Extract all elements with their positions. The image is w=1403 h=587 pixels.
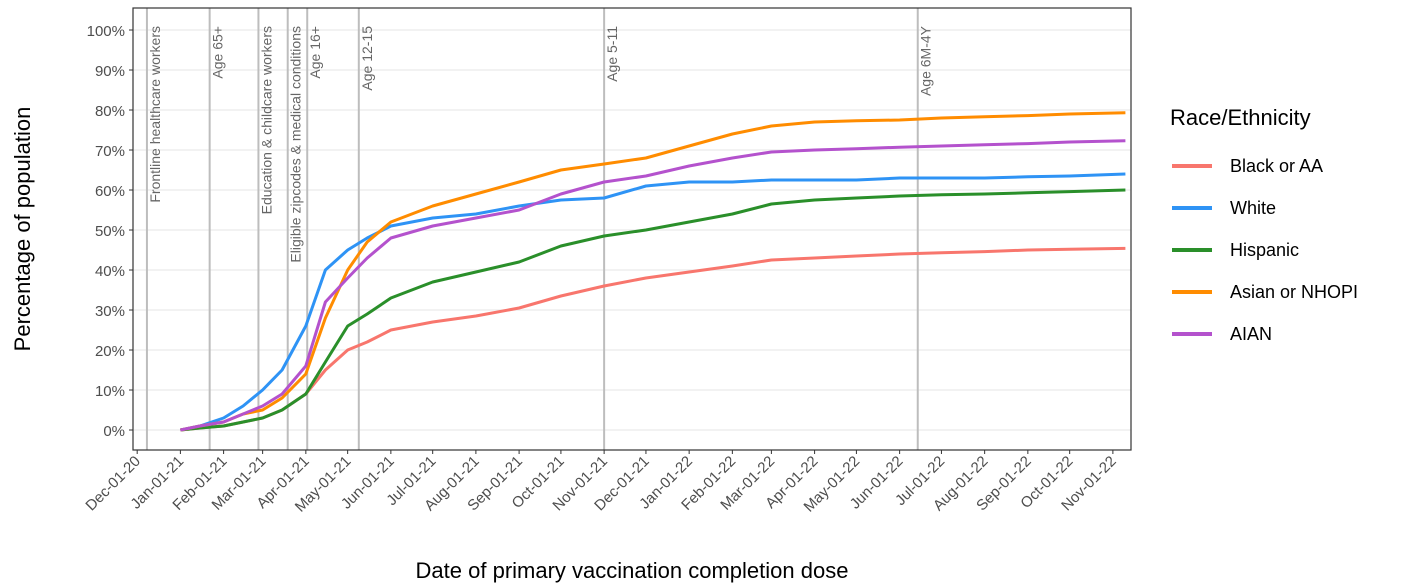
y-tick-label: 40%	[95, 263, 125, 280]
series-line	[180, 188, 1126, 432]
legend-label: Black or AA	[1230, 156, 1323, 176]
y-tick-label: 100%	[87, 23, 125, 40]
annotation-label: Age 16+	[307, 26, 323, 79]
annotation-label: Age 12-15	[359, 26, 375, 91]
y-tick-label: 0%	[103, 423, 125, 440]
y-tick-label: 70%	[95, 143, 125, 160]
annotation-label: Age 6M-4Y	[918, 25, 934, 96]
y-axis-title: Percentage of population	[10, 107, 35, 352]
y-tick-label: 10%	[95, 383, 125, 400]
legend-label: Asian or NHOPI	[1230, 282, 1358, 302]
annotation-label: Age 5-11	[604, 26, 620, 82]
annotation-label: Age 65+	[210, 26, 226, 79]
y-tick-label: 60%	[95, 183, 125, 200]
y-tick-label: 80%	[95, 103, 125, 120]
x-axis-title: Date of primary vaccination completion d…	[416, 558, 849, 583]
plot-background	[133, 8, 1131, 450]
y-tick-label: 20%	[95, 343, 125, 360]
annotation-label: Eligible zipcodes & medical conditions	[288, 26, 304, 263]
annotation-label: Frontline healthcare workers	[147, 26, 163, 203]
legend-label: Hispanic	[1230, 240, 1299, 260]
legend-label: White	[1230, 198, 1276, 218]
y-tick-label: 30%	[95, 303, 125, 320]
series-line	[180, 111, 1126, 432]
y-tick-label: 90%	[95, 63, 125, 80]
y-tick-label: 50%	[95, 223, 125, 240]
annotation-label: Education & childcare workers	[258, 26, 274, 214]
legend-title: Race/Ethnicity	[1170, 105, 1311, 130]
legend-label: AIAN	[1230, 324, 1272, 344]
series-line	[180, 139, 1126, 432]
panel-border	[132, 7, 1132, 451]
